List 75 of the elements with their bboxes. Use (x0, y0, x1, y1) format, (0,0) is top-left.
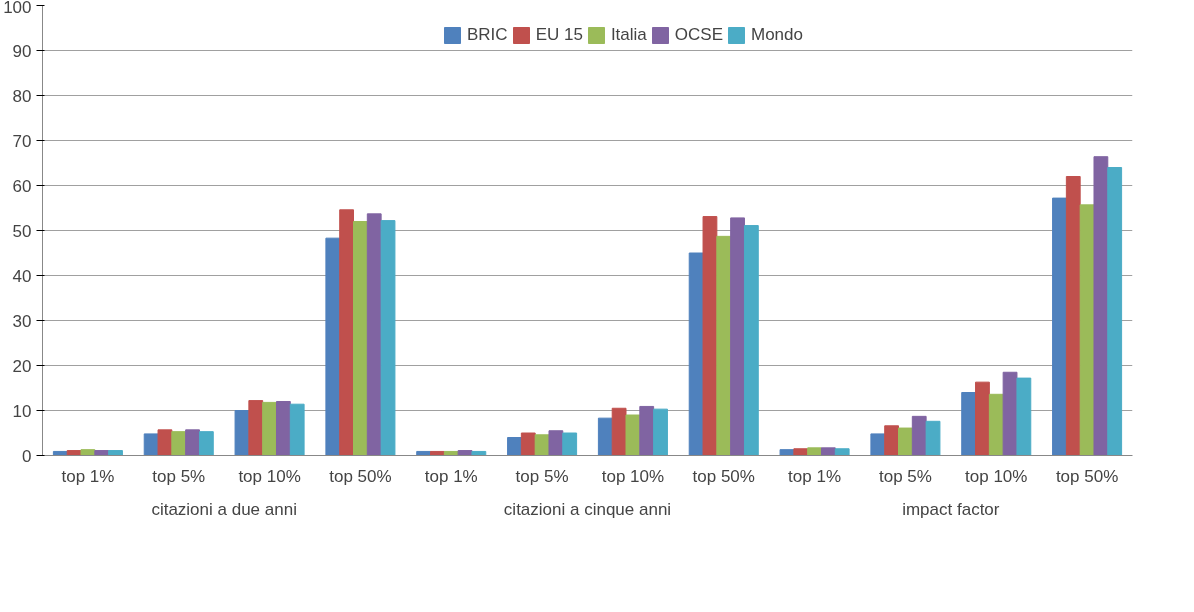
bar (597, 417, 613, 456)
bar (562, 432, 578, 456)
x-tick-label: top 1% (788, 466, 842, 486)
bar (171, 431, 187, 456)
bar (108, 450, 123, 456)
y-tick-label: 90 (12, 41, 32, 61)
bar (234, 410, 250, 456)
legend-label: Mondo (750, 25, 803, 45)
y-tick-label: 100 (3, 0, 32, 17)
bar (625, 414, 641, 456)
y-tick-label: 80 (12, 86, 32, 106)
x-tick-label: top 50% (329, 466, 392, 486)
bar (975, 381, 990, 456)
bar (884, 425, 900, 456)
bar (898, 427, 913, 456)
x-tick-label: top 5% (152, 466, 206, 486)
bar (1052, 197, 1067, 456)
bar (988, 393, 1004, 456)
bar (820, 447, 836, 456)
x-tick-label: top 10% (601, 466, 665, 486)
bar (639, 405, 655, 456)
y-tick-label: 70 (12, 131, 32, 151)
y-tick-label: 10 (12, 401, 32, 421)
y-tick-label: 30 (12, 311, 32, 331)
x-tick-label: top 10% (238, 466, 301, 486)
bar (870, 433, 886, 456)
bar (1016, 377, 1032, 456)
bar (807, 447, 822, 456)
y-tick-label: 60 (12, 176, 32, 196)
bar (653, 408, 668, 456)
bar (1065, 176, 1081, 456)
y-tick-label: 50 (12, 221, 32, 241)
text: citazioni a due anni (151, 499, 297, 519)
text: impact factor (902, 499, 1000, 519)
bar (925, 420, 941, 456)
bar (743, 225, 759, 456)
bar (520, 432, 536, 456)
x-tick-label: top 50% (1055, 466, 1119, 486)
bar (1107, 167, 1123, 456)
bar (471, 450, 487, 456)
bar (793, 448, 809, 456)
y-tick-label: 20 (12, 356, 32, 376)
x-tick-label: top 1% (61, 466, 115, 486)
bar (275, 401, 291, 456)
bar (80, 449, 96, 456)
text: citazioni a cinque anni (503, 499, 672, 519)
y-tick-label: 0 (22, 446, 32, 466)
bar (507, 437, 522, 456)
bar (380, 220, 396, 456)
legend-label: EU 15 (535, 25, 583, 45)
x-tick-label: top 10% (965, 466, 1028, 486)
bar (834, 448, 850, 456)
legend-label: OCSE (674, 25, 723, 45)
bar (961, 392, 977, 456)
x-tick-label: top 5% (878, 466, 932, 486)
bar (702, 216, 718, 456)
x-tick-label: top 50% (692, 466, 755, 486)
bar (325, 237, 341, 456)
bar (185, 429, 200, 456)
legend-label: Italia (610, 25, 647, 45)
bar (339, 209, 355, 456)
bar (353, 221, 368, 456)
bar (248, 400, 264, 456)
x-tick-label: top 5% (515, 466, 569, 486)
bar (548, 430, 564, 456)
bar (289, 403, 305, 456)
bar (198, 431, 214, 456)
bar (157, 429, 173, 456)
bar (716, 235, 732, 456)
bar (262, 401, 277, 456)
y-tick-label: 40 (12, 266, 32, 286)
x-tick-label: top 1% (424, 466, 478, 486)
legend-label: BRIC (467, 25, 508, 45)
bar (1093, 156, 1109, 456)
bar (730, 217, 745, 456)
